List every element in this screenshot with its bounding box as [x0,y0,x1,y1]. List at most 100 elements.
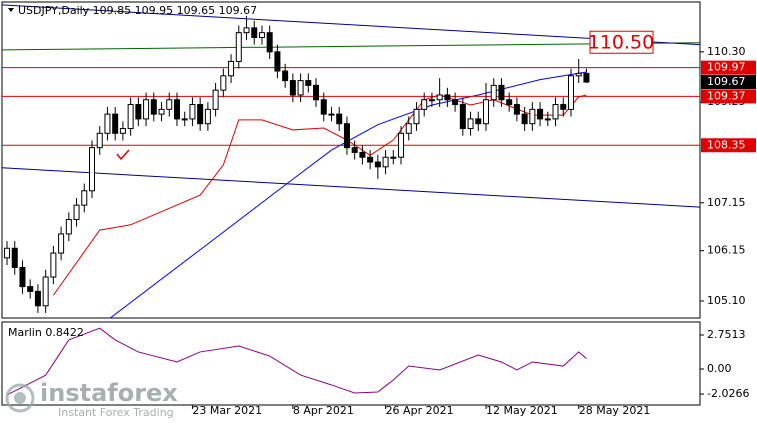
candle-body [19,266,26,288]
osc-tick-label: 0.00 [707,362,732,375]
symbol-icon [8,8,14,12]
candle-body [444,94,451,101]
indicator-line [2,4,700,46]
indicator-line [109,71,587,318]
candle-body [459,104,466,129]
x-tick-label: 26 Apr 2021 [386,404,454,417]
price-label: 109.67 [707,75,746,88]
candle-body [228,60,235,77]
candle-body [328,113,335,116]
y-tick-label: 106.15 [707,244,746,257]
candle-body [243,27,250,34]
indicator-line [2,167,700,208]
candle-body [266,32,273,53]
candle-body [390,156,397,159]
candle-body [158,108,165,115]
watermark-brand: instaforex [40,379,178,407]
candle-body [42,276,49,307]
y-tick-label: 105.10 [707,294,746,307]
x-tick-label: 28 May 2021 [579,404,651,417]
candle-body [282,70,289,82]
candle-body [81,190,88,206]
candle-body [274,51,281,72]
candle-body [143,99,150,120]
candle-body [544,118,551,121]
candle-body [351,147,358,153]
watermark: instaforex Instant Forex Trading [5,379,178,419]
oscillator-plot [6,327,587,396]
x-tick-label: 12 May 2021 [486,404,558,417]
candle-body [197,104,204,125]
candle-body [50,252,57,278]
candle-body [96,132,103,149]
candle-body [382,156,389,168]
candle-body [305,80,312,86]
candle-body [506,99,513,106]
candle-body [204,108,211,125]
candle-body [258,32,265,38]
candle-body [251,27,258,38]
candle-body [374,161,381,168]
candle-body [537,108,544,120]
main-pane [1,1,701,319]
candle-body [119,127,126,134]
candle-body [212,89,219,110]
y-tick-label: 107.15 [707,196,746,209]
candle-body [135,104,142,120]
candle-body [173,99,180,120]
candle-body [343,123,350,149]
osc-tick-label: 2.7513 [707,328,746,341]
logo [14,392,26,404]
candle-body [65,219,72,235]
candle-body [89,147,96,192]
candle-body [498,84,505,101]
level-label-box [701,60,756,75]
oscillator-label: Marlin 0.8422 [8,326,84,339]
candle-body [521,113,528,125]
indicator-line [2,42,700,51]
level-label-box [701,138,756,153]
osc-tick-label: -2.0266 [707,387,749,400]
candle-body [104,113,111,134]
annotation-label: 110.50 [588,32,654,54]
candle-body [11,247,18,268]
candle-body [127,104,134,129]
candle-body [405,123,412,134]
logo [5,383,35,413]
candle-body [490,84,497,101]
candle-body [552,104,559,120]
x-tick-label: 8 Apr 2021 [293,404,354,417]
annotation-box [589,30,654,54]
candle-body [34,290,41,307]
candle-body [567,75,574,110]
level-label: 109.37 [707,89,746,102]
candle-body [428,99,435,102]
candle-body [467,118,474,129]
candle-body [313,84,320,101]
candle-body [413,108,420,125]
candle-body [436,94,443,101]
level-label: 109.97 [707,61,746,74]
candle-body [320,99,327,115]
candle-body [367,156,374,163]
candle-body [235,32,242,62]
candle-body [421,99,428,110]
candle-body [289,80,296,96]
candle-body [4,247,11,259]
y-tick-label: 110.30 [707,45,746,58]
candle-body [452,99,459,106]
candle-body [181,118,188,121]
candle-body [73,204,80,221]
candle-body [220,75,227,91]
candle-body [336,113,343,125]
check-mark [116,149,130,161]
candle-body [27,286,34,292]
candle-body [560,104,567,110]
candle-body [150,99,157,115]
candle-body [575,72,582,77]
oscillator-line [6,327,587,396]
watermark-tagline: Instant Forex Trading [58,406,174,419]
